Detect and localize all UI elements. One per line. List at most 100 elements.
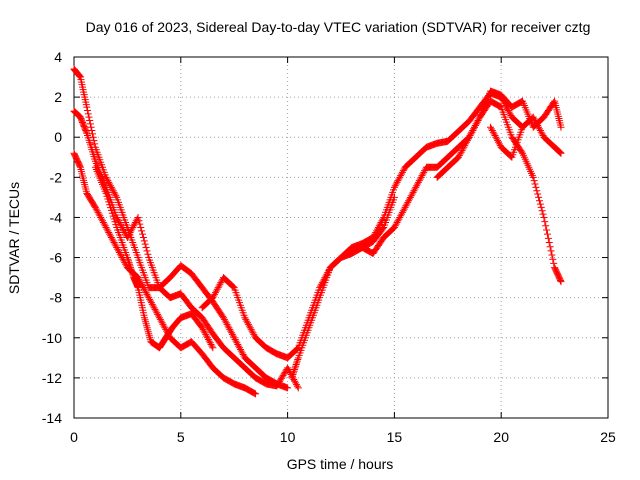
data-point [377, 218, 385, 226]
data-point [409, 188, 417, 196]
series-sat-b [70, 107, 302, 392]
data-point [112, 221, 120, 229]
data-point [463, 137, 471, 145]
data-point [369, 234, 377, 241]
data-point [151, 305, 159, 313]
plot-frame [73, 56, 609, 419]
data-point [288, 372, 296, 380]
data-point [211, 290, 219, 298]
chart-title: Day 016 of 2023, Sidereal Day-to-day VTE… [86, 19, 591, 35]
data-point [231, 335, 239, 343]
data-point [133, 215, 141, 223]
data-point [139, 230, 147, 238]
x-tick-label: 10 [280, 429, 296, 445]
x-tick-labels: 0 5 10 15 20 25 [70, 429, 616, 445]
data-point [557, 278, 565, 286]
data-point [403, 200, 411, 208]
data-point [223, 320, 231, 328]
data-points [70, 65, 565, 398]
data-point [104, 227, 112, 235]
data-point [292, 379, 300, 387]
data-point [106, 204, 114, 212]
data-point [399, 207, 407, 215]
data-point [291, 377, 299, 385]
x-tick-label: 20 [493, 429, 509, 445]
data-point [518, 148, 526, 156]
data-point [127, 265, 135, 273]
data-point [276, 377, 284, 385]
data-point [76, 162, 84, 170]
data-point [395, 215, 403, 223]
data-point [457, 148, 465, 156]
data-point [232, 337, 240, 345]
data-point [280, 370, 288, 378]
data-point [420, 168, 428, 176]
data-point [106, 180, 114, 188]
data-point [494, 137, 502, 145]
data-point [393, 218, 401, 226]
data-point [143, 247, 151, 255]
data-point [92, 205, 100, 213]
data-point [419, 170, 427, 178]
data-point [472, 120, 480, 128]
data-point [115, 218, 123, 226]
data-point [379, 225, 387, 233]
y-tick-label: -8 [50, 290, 63, 306]
data-point [412, 183, 420, 191]
data-point [543, 226, 551, 234]
data-point [124, 232, 132, 240]
data-point [98, 215, 106, 223]
y-tick-label: 2 [54, 89, 62, 105]
data-point [109, 237, 117, 245]
data-point [471, 123, 478, 131]
data-point [418, 172, 426, 180]
data-point [410, 187, 418, 195]
data-point [91, 203, 99, 211]
data-point [375, 222, 383, 230]
data-point [518, 98, 526, 106]
data-point [210, 292, 218, 300]
data-point [237, 347, 245, 355]
data-point [159, 320, 167, 328]
data-point [204, 335, 212, 343]
data-point [292, 362, 300, 370]
data-point [279, 371, 287, 379]
data-point [535, 197, 543, 205]
data-point [86, 117, 94, 125]
data-point [229, 332, 237, 340]
data-point [212, 289, 220, 297]
data-point [293, 357, 301, 365]
data-point [222, 319, 230, 327]
data-point [544, 234, 552, 242]
data-point [493, 135, 501, 143]
data-point [145, 294, 153, 302]
y-tick-label: -10 [42, 330, 62, 346]
data-point [226, 325, 234, 333]
series-sat-c [70, 149, 260, 398]
data-point [460, 143, 468, 151]
data-point [233, 339, 241, 347]
data-point [105, 228, 113, 236]
data-point [549, 255, 557, 263]
data-point [155, 314, 163, 322]
data-point [93, 207, 101, 215]
data-point [140, 285, 148, 293]
data-point [110, 215, 118, 223]
data-point [495, 140, 503, 148]
data-point [404, 198, 412, 206]
data-point [491, 132, 499, 140]
data-point [557, 123, 565, 131]
data-point [530, 177, 538, 185]
data-point [115, 249, 123, 257]
data-point [535, 123, 543, 131]
data-point [398, 168, 406, 176]
data-point [390, 183, 398, 191]
data-point [221, 317, 229, 325]
data-point [227, 327, 235, 335]
series-sat-d [91, 163, 217, 352]
data-point [455, 152, 463, 160]
series-sat-e [198, 193, 398, 362]
data-point [208, 342, 216, 350]
data-point [281, 368, 289, 376]
data-point [114, 245, 122, 253]
